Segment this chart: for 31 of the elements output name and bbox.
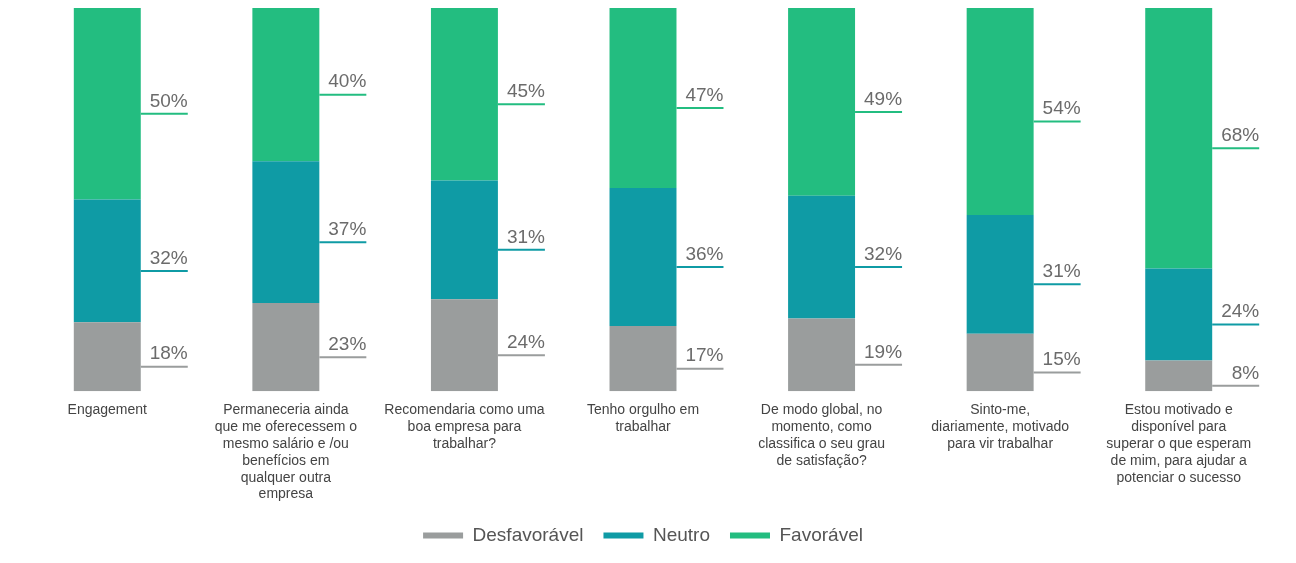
data-label: 17%: [685, 344, 724, 366]
legend-label: Desfavorável: [472, 523, 584, 545]
x-tick-label: Engagement: [67, 401, 148, 418]
x-tick-label: De modo global, no momento, como classifica o seu grau de satisfação?: [758, 401, 885, 468]
x-tick-label: Permaneceria ainda que me oferecessem o mesmo salário e /ou benefícios em qualquer outra empresa: [214, 401, 358, 502]
data-label: 54%: [1042, 97, 1081, 119]
data-label: 68%: [1221, 124, 1260, 146]
data-label: 47%: [685, 83, 724, 105]
data-label: 45%: [506, 79, 546, 101]
data-label: 50%: [149, 89, 188, 111]
data-label: 15%: [1042, 348, 1081, 370]
data-label: 24%: [506, 330, 546, 352]
x-tick-label: Sinto-me, diariamente, motivado para vir trabalhar: [931, 401, 1070, 452]
data-label: 49%: [864, 87, 903, 109]
data-label: 18%: [149, 342, 188, 364]
data-label: 36%: [685, 242, 724, 264]
data-label: 32%: [864, 242, 903, 264]
data-label: 19%: [864, 340, 903, 362]
legend-label: Favorável: [779, 523, 863, 545]
legend-label: Neutro: [652, 523, 710, 545]
data-label: 31%: [506, 225, 546, 247]
data-label: 24%: [1221, 300, 1260, 322]
x-tick-label: Tenho orgulho em trabalhar: [586, 401, 700, 435]
data-label: 8%: [1231, 361, 1260, 383]
data-label: 31%: [1042, 260, 1081, 282]
data-label: 40%: [328, 70, 367, 92]
x-tick-label: Estou motivado e disponível para superar o que esperam de mim, para ajudar a potenciar o sucesso: [1106, 401, 1252, 485]
data-label: 32%: [149, 246, 188, 268]
x-tick-label: Recomendaria como uma boa empresa para trabalhar?: [384, 401, 545, 452]
data-label: 37%: [328, 217, 367, 239]
data-label: 23%: [328, 332, 367, 354]
